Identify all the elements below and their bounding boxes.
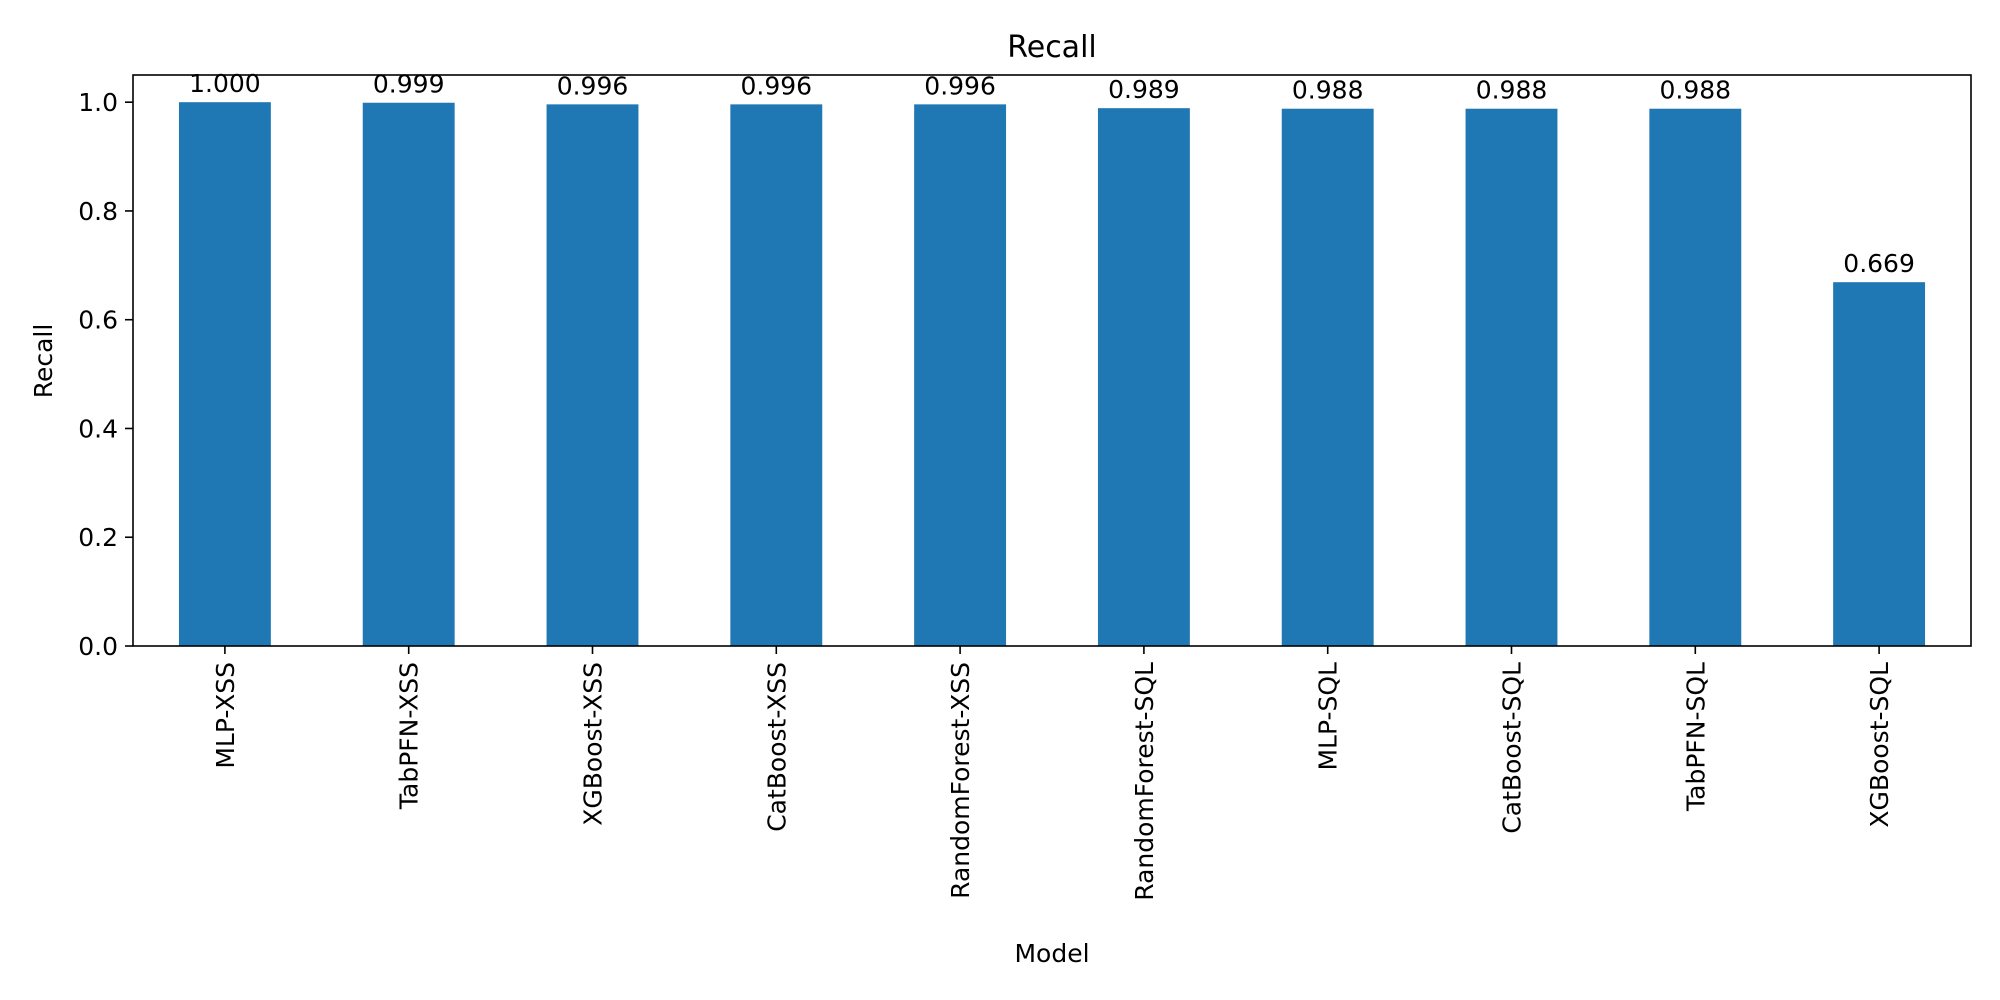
data-label-catboost-xss: 0.996 xyxy=(741,71,813,100)
y-tick-label-0.6: 0.6 xyxy=(78,306,118,335)
x-tick-label-tabpfn-sql: TabPFN-SQL xyxy=(1681,662,1710,812)
data-label-mlp-sql: 0.988 xyxy=(1292,76,1364,105)
x-axis-label: Model xyxy=(1014,939,1089,968)
chart-title: Recall xyxy=(1007,30,1097,65)
bar-catboost-xss xyxy=(730,104,823,646)
x-tick-label-randomforest-sql: RandomForest-SQL xyxy=(1130,662,1159,901)
bar-randomforest-xss xyxy=(914,104,1007,646)
data-label-catboost-sql: 0.988 xyxy=(1476,76,1548,105)
bar-tabpfn-xss xyxy=(362,102,455,647)
data-label-xgboost-sql: 0.669 xyxy=(1843,249,1915,278)
x-axis: MLP-XSS TabPFN-XSS XGBoost-XSS CatBoost-XSS… xyxy=(211,646,1894,901)
bar-catboost-sql xyxy=(1465,108,1558,647)
y-tick-label-0.4: 0.4 xyxy=(78,414,118,443)
y-tick-label-0.8: 0.8 xyxy=(78,197,118,226)
y-tick-label-1.0: 1.0 xyxy=(78,88,118,117)
x-tick-label-xgboost-xss: XGBoost-XSS xyxy=(579,662,608,826)
y-axis-label: Recall xyxy=(29,324,58,399)
bar-xgboost-sql xyxy=(1833,282,1926,646)
x-tick-label-xgboost-sql: XGBoost-SQL xyxy=(1865,662,1894,828)
x-tick-label-randomforest-xss: RandomForest-XSS xyxy=(946,662,975,899)
data-label-xgboost-xss: 0.996 xyxy=(557,71,629,100)
data-label-randomforest-sql: 0.989 xyxy=(1108,75,1180,104)
data-label-randomforest-xss: 0.996 xyxy=(924,71,996,100)
plot-frame xyxy=(132,74,1972,647)
y-tick-label-0.2: 0.2 xyxy=(78,523,118,552)
data-label-tabpfn-sql: 0.988 xyxy=(1660,76,1732,105)
y-axis: 0.0 0.2 0.4 0.6 0.8 1.0 xyxy=(78,88,133,661)
bar-mlp-xss xyxy=(178,102,271,646)
bar-tabpfn-sql xyxy=(1649,108,1742,647)
x-tick-label-catboost-xss: CatBoost-XSS xyxy=(762,662,791,832)
bars-group xyxy=(178,102,1926,647)
bar-xgboost-xss xyxy=(546,104,639,646)
bar-randomforest-sql xyxy=(1097,108,1190,647)
data-label-tabpfn-xss: 0.999 xyxy=(373,70,445,99)
y-tick-label-0.0: 0.0 xyxy=(78,632,118,661)
x-tick-label-tabpfn-xss: TabPFN-XSS xyxy=(395,662,424,810)
x-tick-label-mlp-sql: MLP-SQL xyxy=(1314,662,1343,771)
x-tick-label-catboost-sql: CatBoost-SQL xyxy=(1498,662,1527,834)
data-label-mlp-xss: 1.000 xyxy=(189,69,261,98)
bar-mlp-sql xyxy=(1281,108,1374,647)
x-tick-label-mlp-xss: MLP-XSS xyxy=(211,662,240,769)
